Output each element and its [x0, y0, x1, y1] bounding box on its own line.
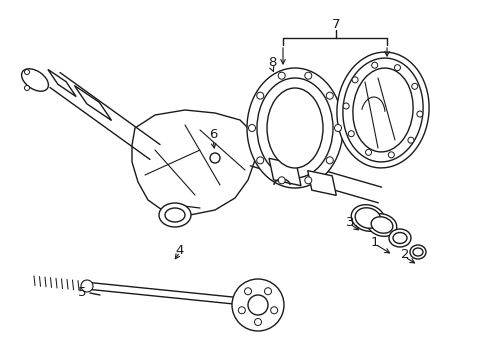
Ellipse shape [244, 288, 251, 295]
Text: 7: 7 [331, 18, 340, 31]
Ellipse shape [365, 149, 371, 156]
Ellipse shape [81, 280, 93, 292]
Ellipse shape [352, 68, 412, 152]
Ellipse shape [343, 103, 348, 109]
Ellipse shape [159, 203, 191, 227]
Polygon shape [48, 69, 76, 96]
Text: 2: 2 [400, 248, 408, 261]
Ellipse shape [350, 205, 384, 231]
Ellipse shape [325, 92, 333, 99]
Ellipse shape [231, 279, 284, 331]
Ellipse shape [246, 68, 342, 188]
Ellipse shape [416, 111, 422, 117]
Ellipse shape [270, 307, 277, 314]
Ellipse shape [247, 295, 267, 315]
Ellipse shape [209, 153, 220, 163]
Ellipse shape [387, 152, 393, 158]
Ellipse shape [342, 58, 422, 162]
Ellipse shape [238, 307, 245, 314]
Ellipse shape [257, 78, 332, 178]
Ellipse shape [248, 125, 255, 131]
Ellipse shape [371, 62, 377, 68]
Polygon shape [132, 110, 254, 215]
Ellipse shape [409, 245, 425, 259]
Ellipse shape [354, 208, 380, 228]
Ellipse shape [412, 248, 422, 256]
Ellipse shape [24, 85, 29, 90]
Text: 1: 1 [370, 235, 379, 248]
Ellipse shape [388, 229, 410, 247]
Ellipse shape [366, 214, 396, 236]
Text: 5: 5 [78, 285, 86, 298]
Ellipse shape [370, 217, 392, 233]
Text: 6: 6 [208, 129, 217, 141]
Ellipse shape [24, 69, 29, 75]
Ellipse shape [334, 125, 341, 131]
Ellipse shape [392, 233, 406, 243]
Polygon shape [268, 158, 301, 186]
Ellipse shape [407, 137, 413, 143]
Text: 3: 3 [345, 216, 353, 229]
Ellipse shape [325, 157, 333, 164]
Polygon shape [74, 85, 111, 121]
Ellipse shape [351, 77, 357, 83]
Ellipse shape [347, 131, 354, 137]
Ellipse shape [254, 319, 261, 325]
Ellipse shape [304, 177, 311, 184]
Ellipse shape [266, 88, 323, 168]
Ellipse shape [394, 65, 400, 71]
Text: 8: 8 [267, 57, 276, 69]
Ellipse shape [411, 83, 417, 89]
Ellipse shape [264, 288, 271, 295]
Ellipse shape [256, 92, 263, 99]
Text: 4: 4 [176, 243, 184, 256]
Ellipse shape [256, 157, 263, 164]
Ellipse shape [164, 208, 184, 222]
Ellipse shape [336, 52, 428, 168]
Ellipse shape [21, 69, 48, 91]
Ellipse shape [278, 177, 285, 184]
Ellipse shape [304, 72, 311, 79]
Polygon shape [307, 171, 336, 195]
Ellipse shape [278, 72, 285, 79]
